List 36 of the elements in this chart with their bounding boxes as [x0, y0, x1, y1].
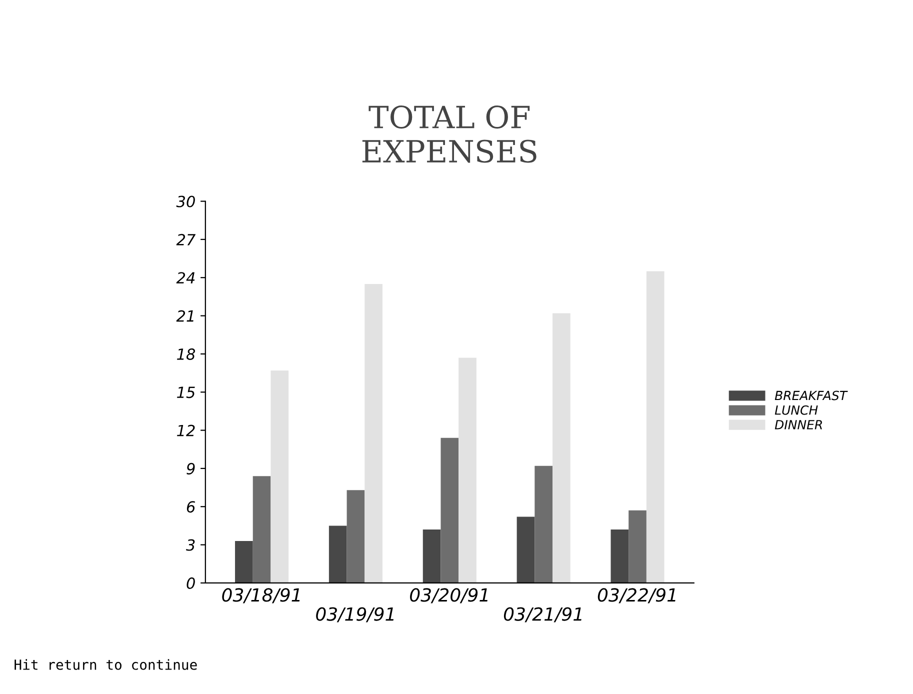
bar — [516, 516, 535, 583]
y-tick-label: 18 — [177, 348, 196, 360]
y-tick-label: 27 — [176, 234, 196, 246]
legend-label: LUNCH — [774, 405, 818, 415]
y-tick-label: 15 — [177, 386, 195, 398]
x-tick-label: 03/19/91 — [316, 607, 394, 622]
y-tick-label: 21 — [176, 310, 194, 322]
x-tick-label: 03/18/91 — [222, 588, 300, 604]
x-tick-label: 03/22/91 — [598, 588, 676, 604]
bar — [610, 530, 629, 583]
y-tick-label: 3 — [186, 539, 195, 551]
bar — [252, 476, 271, 583]
y-tick-label: 6 — [186, 501, 196, 513]
bar — [346, 490, 365, 583]
chart-title: TOTAL OF EXPENSES — [362, 105, 536, 163]
x-tick-label: 03/20/91 — [410, 588, 488, 604]
legend-label: BREAKFAST — [774, 390, 848, 400]
bar — [235, 540, 253, 583]
text: Hit return to continue — [14, 659, 197, 670]
bar — [364, 284, 382, 583]
bar — [270, 370, 289, 583]
bar — [422, 530, 441, 583]
bar — [534, 466, 553, 583]
y-tick-label: 9 — [186, 462, 195, 474]
bar — [458, 358, 476, 583]
y-tick-label: 30 — [176, 196, 195, 208]
bar — [628, 510, 646, 583]
bar — [646, 271, 664, 583]
x-tick-label: 03/21/91 — [504, 607, 582, 622]
bar — [440, 438, 459, 583]
y-tick-label: 12 — [177, 424, 195, 436]
y-tick-label: 24 — [176, 272, 195, 284]
y-tick-label: 0 — [186, 577, 195, 589]
bar — [328, 526, 347, 583]
bar — [552, 313, 570, 583]
legend-label: DINNER — [774, 420, 822, 430]
